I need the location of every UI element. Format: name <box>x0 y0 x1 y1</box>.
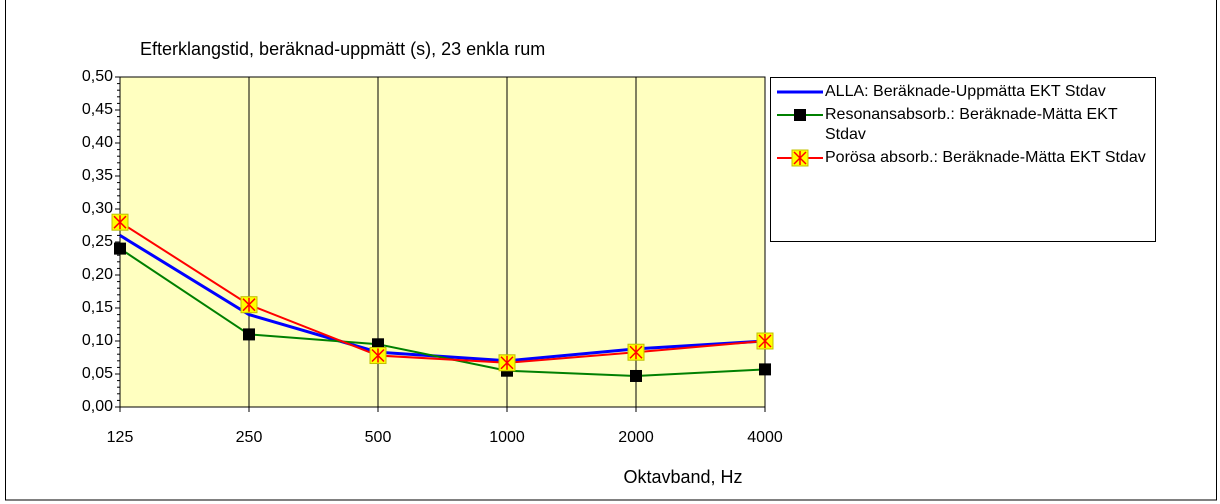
marker <box>369 347 387 365</box>
marker <box>240 296 258 314</box>
marker-star <box>371 348 385 363</box>
marker-star <box>793 151 807 165</box>
y-tick-label: 0,20 <box>82 266 113 283</box>
x-tick-label: 2000 <box>618 429 654 446</box>
legend-swatch <box>777 90 823 94</box>
legend-swatch <box>777 109 823 121</box>
marker <box>498 354 516 372</box>
y-tick-label: 0,10 <box>82 332 113 349</box>
marker-star <box>242 297 256 312</box>
x-axis-label: Oktavband, Hz <box>623 467 742 487</box>
legend-label: Resonansabsorb.: Beräknade-Mätta EKT Std… <box>825 106 1118 143</box>
legend-entry: Porösa absorb.: Beräknade-Mätta EKT Stda… <box>775 148 1151 168</box>
marker-star <box>113 215 127 230</box>
marker <box>114 242 126 255</box>
legend-label: ALLA: Beräknade-Uppmätta EKT Stdav <box>825 83 1106 100</box>
marker <box>111 213 129 231</box>
marker <box>756 332 774 350</box>
marker <box>791 149 809 167</box>
marker <box>759 363 771 376</box>
y-tick-label: 0,40 <box>82 134 113 151</box>
chart-title: Efterklangstid, beräknad-uppmätt (s), 23… <box>140 39 545 59</box>
x-tick-label: 1000 <box>489 429 525 446</box>
x-tick-label: 4000 <box>747 429 783 446</box>
y-tick-label: 0,30 <box>82 200 113 217</box>
x-tick-label: 500 <box>365 429 392 446</box>
plot-area <box>119 76 766 408</box>
y-tick-label: 0,15 <box>82 299 113 316</box>
marker-star <box>629 345 643 360</box>
series-line <box>119 221 766 364</box>
legend: ALLA: Beräknade-Uppmätta EKT Stdav Resona… <box>770 77 1156 242</box>
y-tick-label: 0,00 <box>82 398 113 415</box>
marker <box>627 343 645 361</box>
x-tick-label: 250 <box>236 429 263 446</box>
x-tick-label: 125 <box>107 429 134 446</box>
marker-star <box>500 355 514 370</box>
y-tick-label: 0,50 <box>82 68 113 85</box>
legend-entry: Resonansabsorb.: Beräknade-Mätta EKT Std… <box>775 105 1151 145</box>
y-tick-label: 0,35 <box>82 167 113 184</box>
y-tick-label: 0,45 <box>82 101 113 118</box>
marker-star <box>758 334 772 348</box>
marker <box>630 369 642 382</box>
legend-label: Porösa absorb.: Beräknade-Mätta EKT Stda… <box>825 149 1146 166</box>
legend-entry: ALLA: Beräknade-Uppmätta EKT Stdav <box>775 82 1151 102</box>
series-line <box>119 247 766 377</box>
y-tick-label: 0,05 <box>82 365 113 382</box>
legend-swatch <box>777 149 823 167</box>
marker <box>794 109 806 121</box>
marker <box>243 328 255 341</box>
y-tick-label: 0,25 <box>82 233 113 250</box>
